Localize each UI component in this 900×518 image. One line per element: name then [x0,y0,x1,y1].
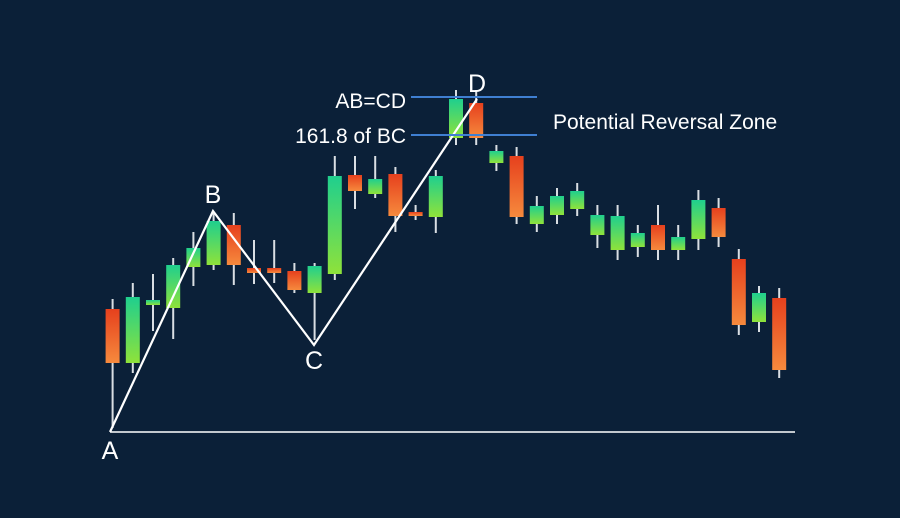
svg-text:Potential Reversal Zone: Potential Reversal Zone [553,111,777,134]
svg-text:C: C [305,347,323,375]
svg-text:B: B [205,181,222,209]
svg-text:AB=CD: AB=CD [335,90,406,113]
svg-text:A: A [102,437,119,465]
svg-text:161.8 of BC: 161.8 of BC [295,125,406,148]
svg-text:D: D [468,70,486,98]
